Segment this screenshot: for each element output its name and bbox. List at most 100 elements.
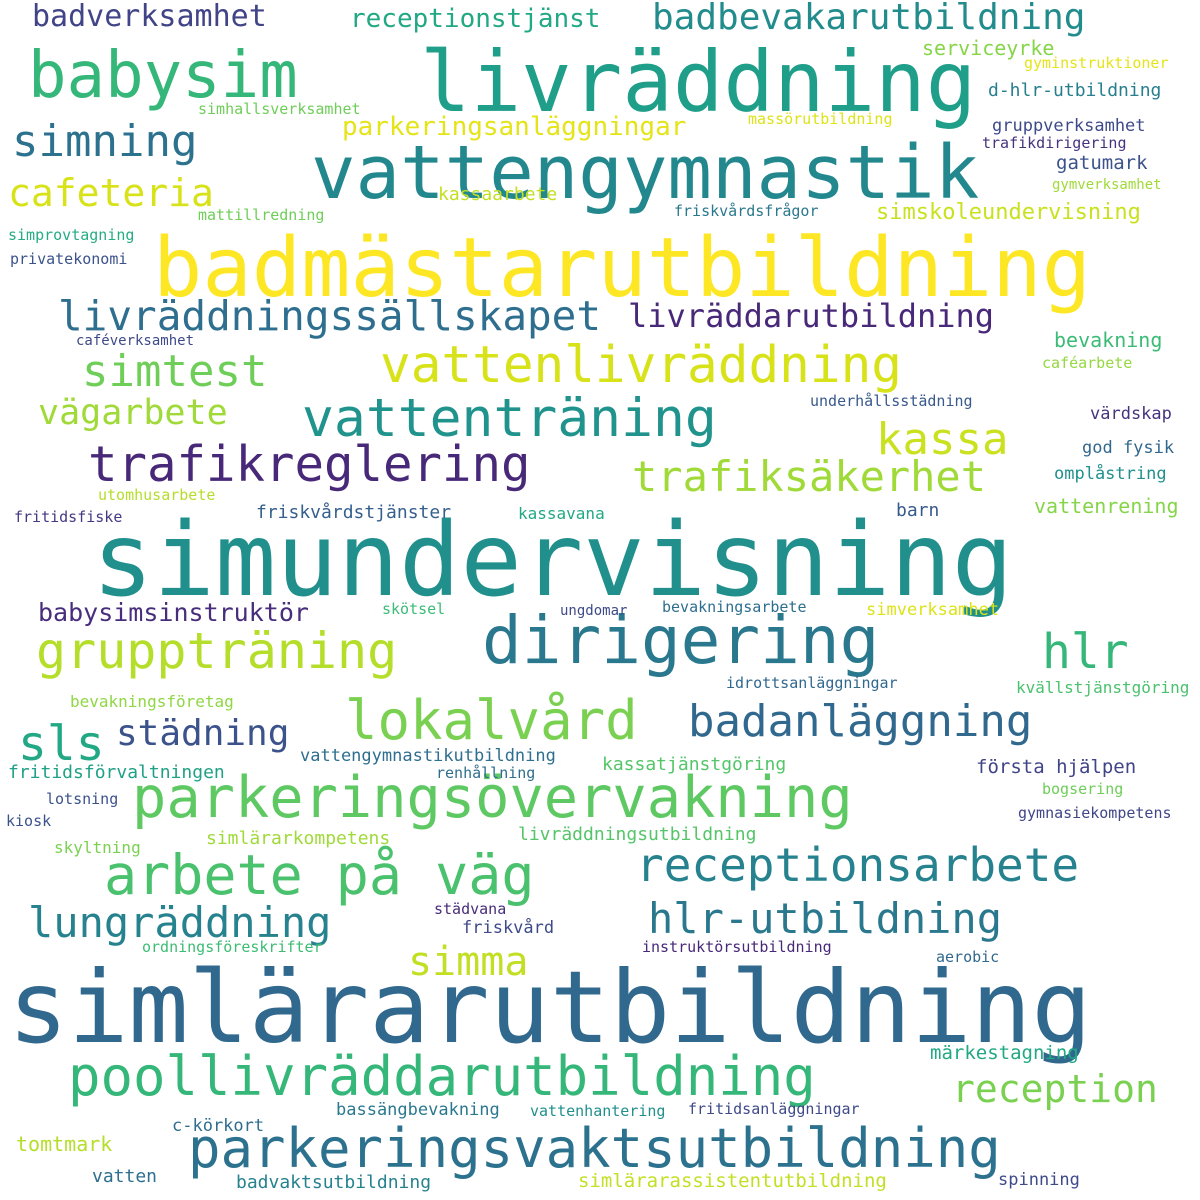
cloud-word: cafeteria <box>8 171 214 215</box>
cloud-word: lotsning <box>46 790 119 808</box>
cloud-word: sls <box>18 716 105 772</box>
cloud-word: gymverksamhet <box>1052 177 1162 193</box>
cloud-word: värdskap <box>1090 404 1172 424</box>
cloud-word: simning <box>12 116 198 167</box>
cloud-word: vattenhantering <box>530 1102 666 1120</box>
cloud-word: kassavana <box>518 504 605 523</box>
cloud-word: aerobic <box>936 948 1000 966</box>
cloud-word: gymnasiekompetens <box>1018 804 1172 822</box>
cloud-word: lokalvård <box>345 689 638 752</box>
cloud-word: fritidsförvaltningen <box>8 762 225 783</box>
cloud-word: trafiksäkerhet <box>632 452 987 501</box>
cloud-word: badverksamhet <box>32 0 267 34</box>
cloud-word: friskvårdstjänster <box>256 502 452 523</box>
cloud-word: simprovtagning <box>8 226 135 244</box>
cloud-word: trafikreglering <box>88 436 531 493</box>
cloud-word: livräddningsutbildning <box>518 824 757 845</box>
cloud-word: vattenrening <box>1034 494 1179 518</box>
cloud-word: c-körkort <box>172 1116 265 1136</box>
cloud-word: simundervisning <box>92 501 1014 620</box>
cloud-word: gruppträning <box>36 622 398 680</box>
cloud-word: god fysik <box>1082 438 1175 458</box>
cloud-word: simtest <box>82 346 268 397</box>
cloud-word: simlärarassistentutbildning <box>578 1170 887 1192</box>
cloud-word: bevakningsföretag <box>70 692 234 711</box>
cloud-word: vattenträning <box>302 388 717 449</box>
cloud-word: livräddning <box>420 33 977 131</box>
cloud-word: trafikdirigering <box>982 134 1127 152</box>
cloud-word: idrottsanläggningar <box>726 674 898 692</box>
cloud-word: ungdomar <box>560 603 628 619</box>
cloud-word: badvaktsutbildning <box>236 1172 432 1193</box>
cloud-word: vatten <box>92 1166 158 1187</box>
cloud-word: reception <box>952 1067 1158 1111</box>
cloud-word: kassa <box>876 414 1009 465</box>
cloud-word: parkeringsvaktsutbildning <box>188 1117 1001 1180</box>
cloud-word: gyminstruktioner <box>1024 54 1169 72</box>
cloud-word: skötsel <box>382 600 446 618</box>
cloud-word: babysim <box>28 39 298 113</box>
cloud-word: hlr <box>1042 624 1129 680</box>
cloud-word: parkeringsövervakning <box>132 765 853 831</box>
cloud-word: instruktörsutbildning <box>642 938 832 956</box>
cloud-word: skyltning <box>54 838 141 857</box>
cloud-word: parkeringsanläggningar <box>342 112 687 142</box>
cloud-word: receptionstjänst <box>350 4 601 34</box>
cloud-word: lungräddning <box>28 898 332 947</box>
cloud-word: d-hlr-utbildning <box>988 80 1162 101</box>
cloud-word: massörutbildning <box>748 110 893 128</box>
cloud-word: spinning <box>998 1170 1080 1190</box>
cloud-word: gatumark <box>1056 152 1148 174</box>
cloud-word: bassängbevakning <box>336 1100 500 1120</box>
cloud-word: märkestagning <box>930 1042 1079 1064</box>
cloud-word: babysimsinstruktör <box>38 598 309 627</box>
cloud-word: kvällstjänstgöring <box>1016 678 1190 697</box>
cloud-word: vattengymnastik <box>311 130 980 216</box>
cloud-word: renhållning <box>436 764 536 782</box>
cloud-word: kassatjänstgöring <box>602 754 787 775</box>
cloud-word: serviceyrke <box>922 36 1055 60</box>
cloud-word: simskoleundervisning <box>876 200 1141 225</box>
cloud-word: kassaarbete <box>438 184 558 205</box>
cloud-word: utomhusarbete <box>98 486 216 504</box>
cloud-word: bogsering <box>1042 780 1124 798</box>
cloud-word: simverksamhet <box>866 600 1000 620</box>
cloud-word: badbevakarutbildning <box>652 0 1086 38</box>
cloud-word: dirigering <box>482 602 880 679</box>
cloud-word: bevakningsarbete <box>662 598 807 616</box>
cloud-word: bevakning <box>1054 328 1163 352</box>
cloud-word: vägarbete <box>38 393 228 433</box>
cloud-word: fritidsanläggningar <box>688 1100 860 1118</box>
cloud-word: tomtmark <box>16 1132 113 1156</box>
cloud-word: simlärarutbildning <box>8 949 1092 1066</box>
cloud-word: barn <box>896 500 940 521</box>
cloud-word: simlärarkompetens <box>206 828 391 849</box>
cloud-word: första hjälpen <box>976 756 1137 778</box>
cloud-word: mattillredning <box>198 206 325 224</box>
cloud-word: badanläggning <box>688 696 1033 747</box>
cloud-word: livräddarutbildning <box>628 297 995 335</box>
cloud-word: städning <box>116 713 290 754</box>
cloud-word: poollivräddarutbildning <box>68 1045 816 1108</box>
cloud-word: privatekonomi <box>10 250 128 268</box>
cloud-word: ordningsföreskrifter <box>142 938 323 956</box>
cloud-word: receptionsarbete <box>636 838 1080 892</box>
cloud-word: friskvårdsfrågor <box>674 202 819 220</box>
cloud-word: omplåstring <box>1054 464 1167 484</box>
cloud-word: badmästarutbildning <box>153 221 1091 316</box>
cloud-word: friskvård <box>462 918 555 938</box>
cloud-word: caféarbete <box>1042 354 1133 372</box>
cloud-word: kiosk <box>6 812 52 830</box>
cloud-word: fritidsfiske <box>14 508 123 526</box>
cloud-word: vattengymnastikutbildning <box>300 746 556 766</box>
cloud-word: simma <box>408 939 529 985</box>
cloud-word: hlr-utbildning <box>648 894 1003 943</box>
cloud-word: underhållsstädning <box>810 392 973 410</box>
cloud-word: gruppverksamhet <box>992 116 1146 136</box>
cloud-word: livräddningssällskapet <box>58 292 602 340</box>
cloud-word: arbete på väg <box>104 843 535 907</box>
cloud-word: vattenlivräddning <box>380 336 902 395</box>
cloud-word: städvana <box>434 900 507 918</box>
cloud-word: simhallsverksamhet <box>198 100 361 118</box>
